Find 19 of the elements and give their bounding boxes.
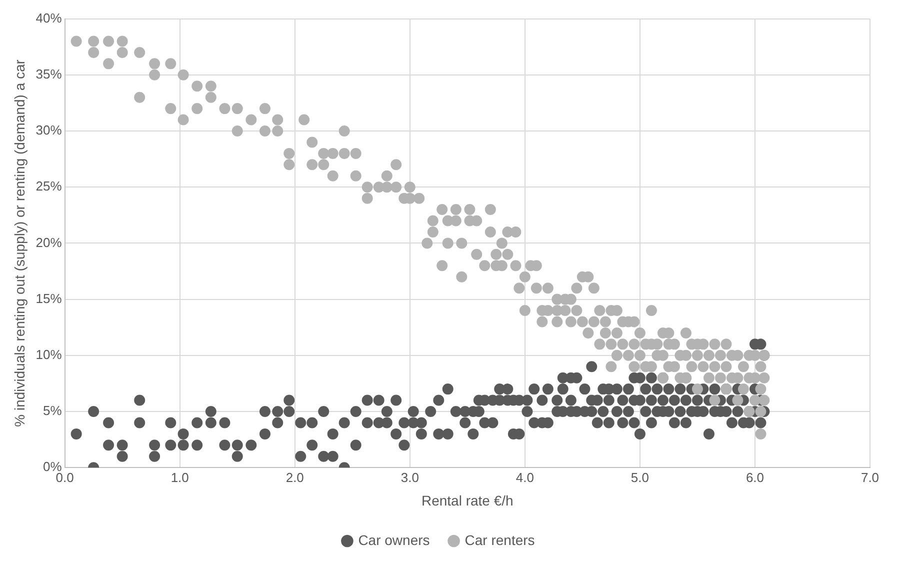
y-tick-label: 5%	[43, 403, 62, 418]
legend-label: Car owners	[358, 532, 430, 548]
x-tick-label: 3.0	[400, 470, 419, 485]
x-tick-label: 2.0	[286, 470, 304, 485]
x-tick-label: 1.0	[170, 470, 189, 485]
y-tick-label: 15%	[36, 290, 62, 306]
y-tick-label: 35%	[36, 66, 62, 82]
x-axis-title: Rental rate €/h	[421, 492, 514, 508]
x-tick-label: 6.0	[746, 470, 764, 485]
y-tick-label: 40%	[36, 10, 62, 26]
y-tick-label: 10%	[36, 346, 62, 362]
y-axis-title: % individuals renting out (supply) or renting (demand) a car	[11, 59, 28, 427]
y-tick-label: 30%	[36, 122, 62, 138]
legend-label: Car renters	[464, 532, 535, 548]
y-tick-label: 25%	[36, 178, 62, 194]
x-tick-label: 5.0	[630, 470, 649, 485]
x-tick-label: 4.0	[516, 470, 534, 485]
x-tick-label: 7.0	[860, 470, 880, 485]
y-tick-label: 20%	[36, 234, 62, 250]
